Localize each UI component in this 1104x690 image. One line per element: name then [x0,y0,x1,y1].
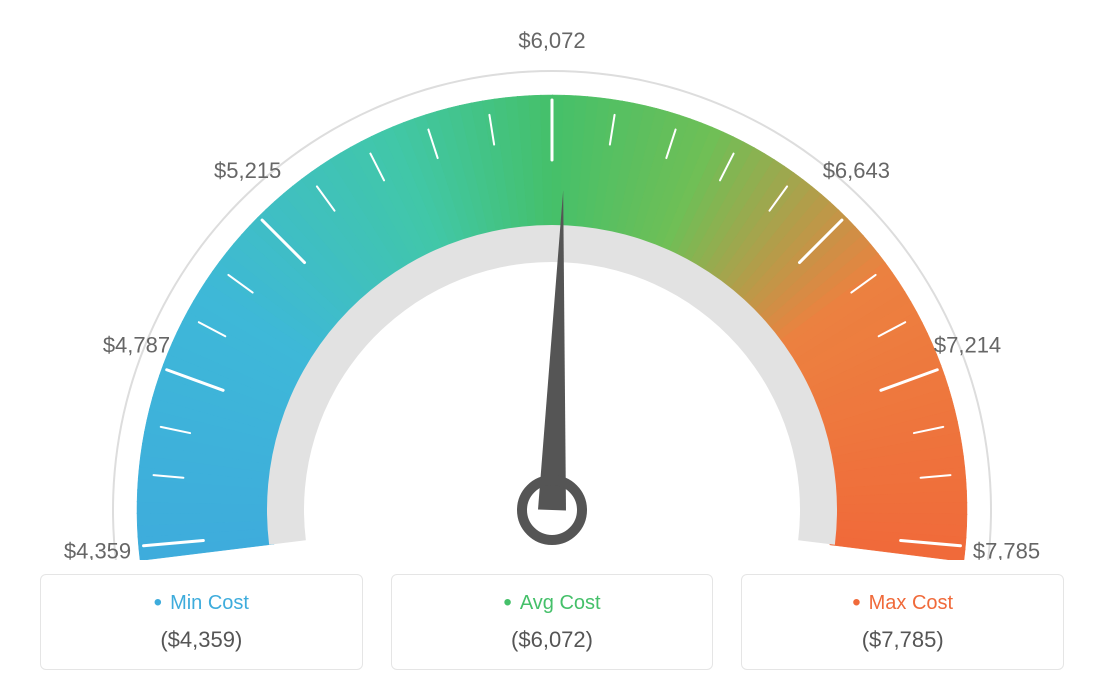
svg-text:$6,072: $6,072 [518,28,585,53]
svg-text:$4,787: $4,787 [103,332,170,357]
legend-avg-value: ($6,072) [402,627,703,653]
legend-max-box: Max Cost ($7,785) [741,574,1064,670]
legend-max-value: ($7,785) [752,627,1053,653]
svg-text:$7,214: $7,214 [934,332,1001,357]
svg-text:$4,359: $4,359 [64,539,131,560]
gauge-area: $4,359$4,787$5,215$6,072$6,643$7,214$7,7… [0,0,1104,530]
cost-gauge-chart: $4,359 $4,787 $5,215 $6,072 $6,643 $7,214 $7,7… [0,0,1104,690]
svg-text:$7,785: $7,785 [973,539,1040,560]
legend-min-value: ($4,359) [51,627,352,653]
legend-row: Min Cost ($4,359) Avg Cost ($6,072) Max … [0,574,1104,670]
legend-max-label: Max Cost [752,589,1053,617]
legend-min-box: Min Cost ($4,359) [40,574,363,670]
legend-avg-box: Avg Cost ($6,072) [391,574,714,670]
svg-text:$5,215: $5,215 [214,158,281,183]
legend-avg-label: Avg Cost [402,589,703,617]
legend-min-label: Min Cost [51,589,352,617]
svg-text:$6,643: $6,643 [823,158,890,183]
gauge-svg: $4,359 $4,787 $5,215 $6,072 $6,643 $7,214 $7,7… [0,0,1104,560]
